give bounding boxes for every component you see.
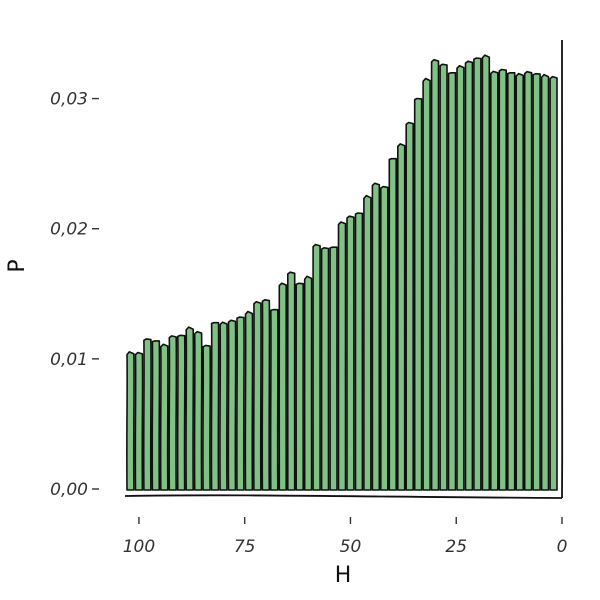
histogram-bar <box>540 73 550 491</box>
x-tick-label: 25 <box>445 537 467 557</box>
histogram-bar <box>329 246 338 491</box>
histogram-bar <box>193 330 203 491</box>
histogram-bar <box>227 319 237 491</box>
histogram-bar <box>439 63 448 491</box>
histogram-bar <box>354 212 364 491</box>
x-tick-label: 75 <box>234 537 256 557</box>
histogram-bar <box>506 72 516 491</box>
histogram-bar <box>219 321 228 491</box>
histogram-bar <box>447 72 457 491</box>
histogram-bar <box>456 65 465 491</box>
histogram-bar <box>472 57 482 491</box>
histogram-bar <box>269 308 279 491</box>
histogram-bar <box>286 271 296 491</box>
histogram-bar <box>337 221 347 491</box>
histogram-bar <box>396 143 406 491</box>
x-tick-label: 100 <box>123 537 155 557</box>
histogram-bar <box>134 351 144 491</box>
histogram-bar <box>202 344 212 491</box>
histogram-bar <box>176 334 186 491</box>
right-axis-line <box>560 39 564 499</box>
x-axis-ticks: 100 75 50 25 0 <box>123 517 568 557</box>
histogram-bar <box>515 72 525 491</box>
histogram-bar <box>142 338 152 491</box>
histogram-bar <box>303 275 313 491</box>
x-tick-label: 0 <box>557 537 568 557</box>
histogram-bar <box>532 72 542 491</box>
histogram-bar <box>481 54 491 491</box>
y-tick-label: 0,01 <box>50 350 88 370</box>
histogram-bar <box>379 185 389 491</box>
histogram-bar <box>489 70 499 491</box>
histogram-bar <box>159 343 169 491</box>
histogram-bar <box>252 300 262 491</box>
histogram-bar <box>430 58 440 491</box>
histogram-bar <box>236 316 245 491</box>
histogram-bar <box>244 310 254 491</box>
histogram-bar <box>126 351 135 491</box>
bars-group <box>126 54 558 491</box>
histogram-bar <box>388 157 398 491</box>
x-axis-title: H <box>335 563 352 588</box>
histogram-bar <box>523 70 533 491</box>
histogram-bar <box>464 60 474 491</box>
histogram-bar <box>185 326 195 491</box>
histogram-bar <box>210 321 220 491</box>
histogram-bar <box>278 282 288 491</box>
histogram-bar <box>168 335 178 491</box>
histogram-bar <box>346 215 355 491</box>
histogram-bar <box>413 97 423 491</box>
histogram-bar <box>549 75 558 491</box>
histogram-bar <box>362 194 372 491</box>
y-tick-label: 0,02 <box>50 220 88 240</box>
y-axis-title: P <box>5 259 30 272</box>
histogram-bar <box>312 243 322 491</box>
histogram-bar <box>320 247 330 491</box>
histogram-bar <box>422 77 432 491</box>
x-tick-label: 50 <box>340 537 362 557</box>
y-tick-label: 0,03 <box>50 90 88 110</box>
y-tick-label: 0,00 <box>50 480 88 500</box>
histogram-bar <box>498 68 508 491</box>
histogram-bar <box>371 182 381 491</box>
histogram-bar <box>151 340 161 491</box>
x-axis-line <box>124 494 563 499</box>
histogram-bar <box>295 282 305 491</box>
histogram-bar <box>405 121 415 491</box>
histogram-bar <box>261 299 271 491</box>
y-axis-ticks: 0,00 0,01 0,02 0,03 <box>50 90 99 500</box>
